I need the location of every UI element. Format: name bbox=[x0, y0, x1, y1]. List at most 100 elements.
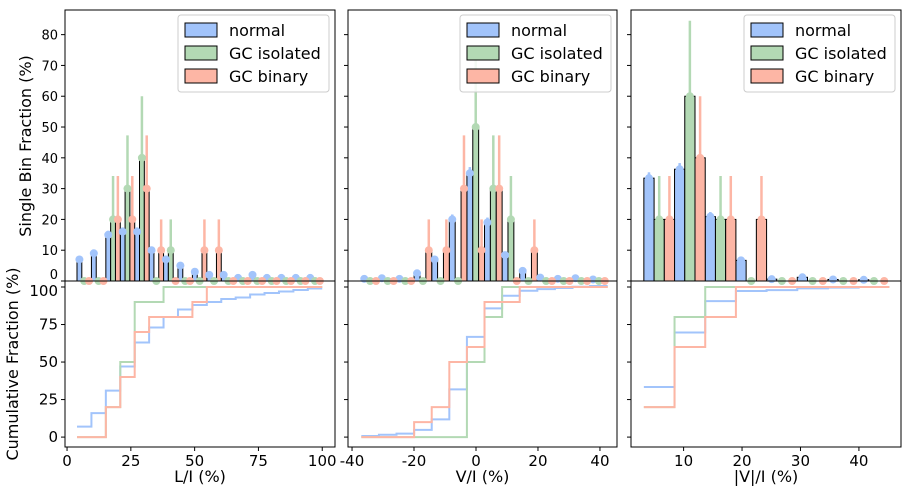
data-point bbox=[726, 215, 735, 224]
bar bbox=[158, 249, 165, 282]
legend-label: GC binary bbox=[795, 67, 874, 86]
y-tick-label: 60 bbox=[41, 90, 58, 105]
bar bbox=[134, 231, 141, 282]
y-tick-label: 50 bbox=[41, 121, 58, 136]
x-tick-label: 10 bbox=[674, 452, 693, 470]
data-point bbox=[536, 273, 545, 282]
legend-swatch bbox=[184, 68, 218, 84]
bar bbox=[119, 231, 126, 282]
x-tick-label: 20 bbox=[528, 452, 547, 470]
legend-swatch bbox=[750, 22, 784, 38]
data-point bbox=[166, 246, 175, 255]
data-point bbox=[142, 184, 151, 193]
data-point bbox=[471, 123, 480, 132]
data-point bbox=[459, 184, 468, 193]
data-point bbox=[219, 270, 228, 279]
data-point bbox=[757, 215, 766, 224]
legend-label: GC binary bbox=[511, 67, 590, 86]
data-point bbox=[157, 246, 166, 255]
legend-swatch bbox=[184, 45, 218, 61]
bar bbox=[478, 249, 486, 282]
data-point bbox=[200, 246, 209, 255]
cumulative-y-tick-label: 50 bbox=[39, 353, 58, 371]
data-point bbox=[859, 275, 868, 284]
bar bbox=[495, 188, 503, 282]
data-point bbox=[424, 246, 433, 255]
data-point bbox=[133, 227, 142, 236]
bar bbox=[484, 221, 491, 282]
cumulative-y-tick-label: 0 bbox=[48, 428, 58, 446]
data-point bbox=[675, 165, 684, 174]
x-tick-label: 30 bbox=[791, 452, 810, 470]
data-point bbox=[767, 275, 776, 284]
bar bbox=[530, 249, 538, 282]
y-tick-label: 30 bbox=[41, 183, 58, 198]
data-point bbox=[530, 246, 539, 255]
legend-label: GC isolated bbox=[795, 44, 887, 63]
bar bbox=[684, 95, 696, 282]
data-point bbox=[495, 184, 504, 193]
bar bbox=[704, 216, 716, 282]
bar bbox=[489, 188, 497, 282]
cumulative-y-tick-label: 100 bbox=[29, 282, 58, 300]
legend: normal GC isolated GC binary bbox=[743, 14, 896, 93]
x-tick-label: 100 bbox=[308, 452, 337, 470]
data-point bbox=[644, 174, 653, 183]
cumulative-line bbox=[643, 286, 890, 409]
data-point bbox=[506, 215, 515, 224]
bar bbox=[714, 218, 727, 282]
bar bbox=[472, 126, 480, 282]
bar bbox=[460, 188, 468, 282]
bar bbox=[507, 218, 515, 282]
bar bbox=[143, 188, 150, 282]
x-axis-label: V/I (%) bbox=[456, 467, 510, 486]
bar bbox=[674, 168, 686, 282]
cumulative-axes-frame bbox=[64, 280, 336, 448]
bar bbox=[90, 252, 97, 282]
y-tick-label: 0 bbox=[50, 268, 58, 283]
data-point bbox=[685, 92, 694, 101]
bar bbox=[124, 188, 131, 282]
legend-swatch bbox=[750, 68, 784, 84]
data-point bbox=[665, 215, 674, 224]
data-point bbox=[205, 270, 214, 279]
bar bbox=[129, 218, 136, 282]
bar bbox=[148, 249, 155, 282]
x-tick-label: 50 bbox=[185, 452, 204, 470]
x-tick-label: -40 bbox=[340, 452, 365, 470]
cumulative-line bbox=[76, 287, 323, 428]
data-point bbox=[737, 256, 746, 265]
bar bbox=[167, 249, 174, 282]
legend-label: GC isolated bbox=[511, 44, 603, 63]
data-point bbox=[483, 218, 492, 227]
legend-label: normal bbox=[229, 21, 285, 40]
bar bbox=[139, 157, 145, 282]
data-point bbox=[123, 184, 132, 193]
data-point bbox=[147, 246, 156, 255]
cumulative-y-tick-label: 75 bbox=[39, 316, 58, 334]
cumulative-line bbox=[643, 286, 890, 388]
bar bbox=[663, 218, 676, 282]
data-point bbox=[128, 215, 137, 224]
bar bbox=[442, 249, 450, 282]
data-point bbox=[113, 215, 122, 224]
bar bbox=[755, 218, 768, 282]
x-tick-label: 20 bbox=[732, 452, 751, 470]
legend-swatch bbox=[184, 22, 218, 38]
legend-label: GC binary bbox=[229, 67, 308, 86]
data-point bbox=[442, 246, 451, 255]
bar bbox=[725, 218, 737, 282]
data-point bbox=[137, 153, 146, 162]
y-tick-label: 40 bbox=[41, 152, 58, 167]
data-point bbox=[176, 261, 185, 270]
legend: normal GC isolated GC binary bbox=[177, 14, 330, 93]
cumulative-axes-frame bbox=[630, 280, 902, 448]
x-tick-label: 75 bbox=[249, 452, 268, 470]
bar bbox=[425, 249, 433, 282]
data-point bbox=[706, 212, 715, 221]
data-point bbox=[501, 251, 510, 260]
data-point bbox=[716, 215, 725, 224]
y-tick-label: 20 bbox=[41, 213, 58, 228]
